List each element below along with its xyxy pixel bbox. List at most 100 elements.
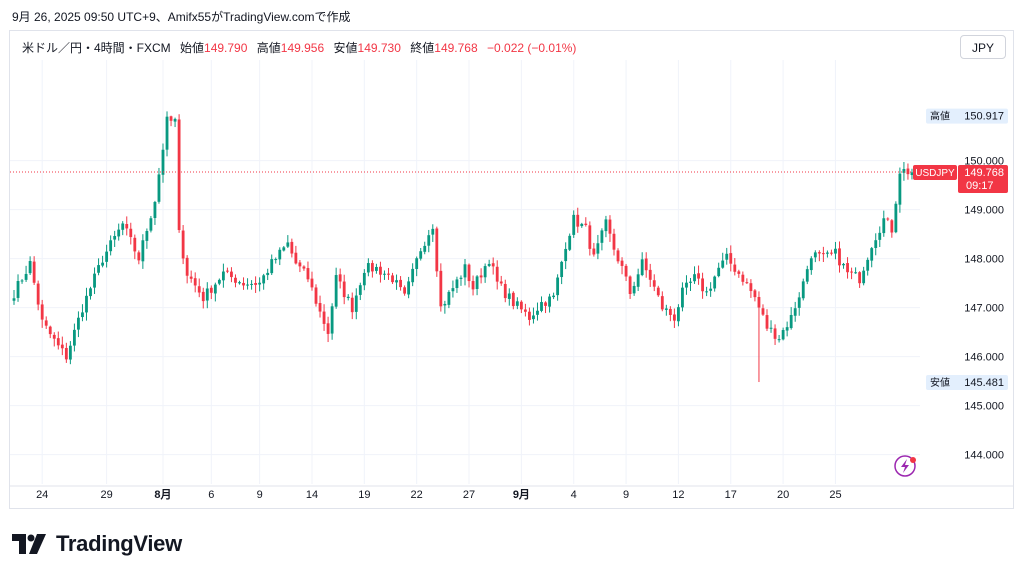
candle-body [193,278,197,286]
candle-body [334,275,338,307]
candle [842,262,845,269]
candle [620,257,624,275]
candle-body [379,266,382,275]
candle-body [612,233,616,250]
candle-body [137,252,141,261]
candle-body [226,270,229,272]
candle [540,296,543,313]
symbol-label[interactable]: 米ドル／円・4時間・FXCM [22,41,171,55]
candle [44,316,48,329]
candle [354,288,358,320]
candle [350,292,354,320]
candle [431,224,435,242]
candle [169,115,173,127]
candle-body [656,287,660,296]
candle-body [540,302,543,311]
last-price-tag [958,164,1008,193]
candle [85,287,88,321]
candle-body [44,320,48,326]
candle [125,216,129,236]
candle [403,285,407,296]
candle-body [519,301,523,310]
candle [32,256,36,285]
candle [20,279,24,284]
candle-body [395,280,398,283]
candle [701,272,704,299]
candle [834,241,837,260]
ohlc-legend: 米ドル／円・4時間・FXCM 始値149.790 高値149.956 安値149… [22,39,576,56]
candle-body [749,283,753,292]
candle-body [644,258,648,271]
candle-body [105,251,109,262]
candle-body [366,263,370,273]
candle-body [48,326,52,335]
low-value: 149.730 [357,41,401,55]
candle [640,252,644,277]
candle-body [785,327,789,331]
candle [817,250,821,262]
candle [596,234,600,260]
change-value: −0.022 (−0.01%) [487,41,577,55]
candle-body [435,228,439,272]
candle [685,275,688,295]
time-tick-label: 20 [777,489,789,501]
tradingview-logo[interactable]: TradingView [12,531,182,556]
currency-button[interactable]: JPY [960,35,1006,59]
candle-body [503,283,507,299]
flash-icon[interactable] [894,455,916,477]
candle-body [350,297,354,313]
candle [322,304,326,331]
candle-body [274,259,278,261]
candle [411,263,415,287]
candle-body [624,265,628,277]
candle-body [125,223,129,229]
candle [101,255,104,268]
candle-body [640,259,644,276]
candle-body [898,173,902,205]
candle [423,241,427,255]
candle-body [157,174,161,202]
candle-body [507,293,511,299]
candle [745,278,749,285]
candle-body [596,243,600,254]
candle-body [362,272,366,286]
time-axis[interactable]: 24 29 8月 6 9 14 19 22 27 9月 4 9 12 17 20 25 [36,488,842,501]
candle [278,247,282,266]
candle-body [858,272,862,284]
candle [588,221,592,256]
candle-body [584,223,588,225]
candle-body [286,242,290,247]
candle [250,280,253,290]
candle-body [874,240,878,249]
candle-body [370,263,374,272]
price-tick-label: 150.000 [964,156,1004,168]
candle [725,247,729,265]
candle [157,167,161,204]
candle-body [101,262,104,266]
candle [528,307,531,326]
candle-body [536,310,539,315]
candle-body [821,253,825,255]
candle [765,309,769,332]
time-tick-label: 9 [257,489,263,501]
candle [334,267,338,309]
candle [399,276,402,291]
price-axis[interactable]: 144.000 145.000 146.000 147.000 148.000 149.0… [964,156,1004,462]
candle-body [870,248,874,261]
candle [858,271,862,288]
candle [777,334,781,343]
candle [181,225,185,265]
candle [689,278,692,291]
price-tick-label: 146.000 [964,352,1004,364]
candle-body [117,229,121,237]
candle [213,282,217,302]
candle-body [294,252,298,264]
time-tick-label: 6 [208,489,214,501]
candle-body [777,339,781,341]
candle-body [375,266,378,271]
candle [407,276,411,299]
candle-body [427,235,431,246]
last-price-value: 149.768 [964,167,1004,179]
candle-body [290,241,294,254]
